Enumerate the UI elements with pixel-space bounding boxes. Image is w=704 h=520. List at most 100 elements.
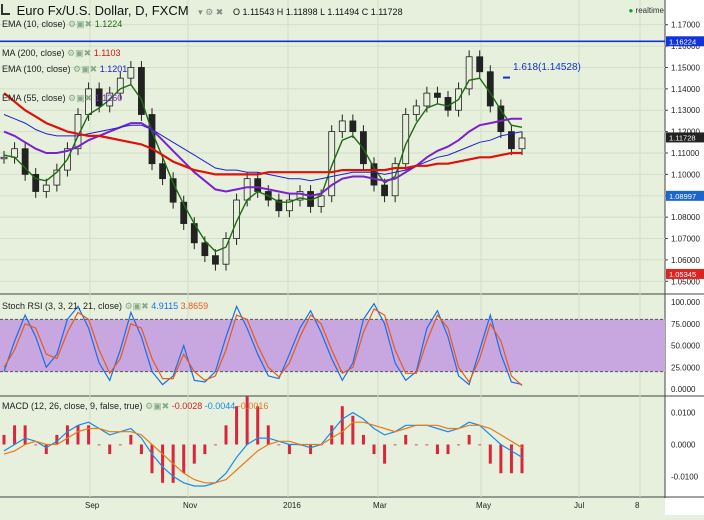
stoch-line-k	[3, 302, 523, 386]
candle-body	[212, 255, 219, 265]
candle-body	[21, 148, 29, 175]
price-tick-label: 1.11000	[671, 149, 700, 158]
candle-body	[444, 97, 452, 111]
stoch-legend[interactable]: Stoch RSI (3, 3, 21, 21, close) ⚙▣✖ 4.91…	[2, 301, 208, 312]
stoch-band	[0, 319, 665, 372]
price-tick-label: 1.07000	[671, 235, 700, 244]
macd-histogram-bar	[192, 444, 196, 464]
macd-line-value: -0.0044	[204, 401, 236, 411]
legend-icons[interactable]: ⚙▣✖	[68, 93, 93, 103]
macd-legend[interactable]: MACD (12, 26, close, 9, false, true) ⚙▣✖…	[2, 401, 268, 412]
price-badge	[666, 268, 704, 279]
macd-histogram-bar	[108, 444, 112, 455]
ema100-legend[interactable]: EMA (100, close) ⚙▣✖ 1.1201	[2, 64, 127, 75]
stoch-tick-label: 25.0000	[671, 363, 700, 372]
macd-histogram-bar	[446, 444, 450, 455]
macd-histogram-bar	[118, 444, 122, 446]
candle-body	[275, 199, 283, 212]
stoch-tick-label: 75.0000	[671, 320, 700, 329]
candle-body	[222, 238, 230, 265]
ema55-legend[interactable]: EMA (55, close) ⚙▣✖ 1.1260	[2, 93, 122, 104]
candle-body	[465, 56, 473, 90]
macd-histogram-bar	[2, 434, 6, 445]
macd-histogram-bar	[277, 444, 281, 446]
macd-histogram-bar	[213, 444, 217, 446]
macd-histogram-bar	[509, 444, 513, 474]
stoch-d-value: 3.8659	[180, 301, 209, 311]
price-badge-label: 1.08997	[669, 192, 696, 201]
candle-body	[42, 184, 50, 192]
stoch-tick-label: 0.0000	[671, 385, 696, 394]
macd-histogram-bar	[34, 444, 38, 446]
time-tick-label: Nov	[183, 501, 197, 510]
candle-body	[138, 67, 145, 115]
time-tick-label: Sep	[85, 501, 100, 510]
macd-tick-label: -0.0100	[671, 472, 699, 481]
candle-body	[497, 105, 505, 133]
price-tick-label: 1.15000	[671, 63, 700, 72]
price-tick-label: 1.05000	[671, 277, 700, 286]
candle-body	[180, 201, 188, 224]
ema10-value: 1.1224	[94, 19, 123, 29]
header-settings-icons[interactable]: ▾ ⚙ ✖	[198, 7, 224, 17]
price-tick-label: 1.13000	[671, 106, 700, 115]
candle-body	[508, 131, 515, 150]
candle-body	[0, 156, 8, 160]
ema100-label: EMA (100, close)	[2, 64, 71, 74]
macd-histogram-bar	[97, 444, 101, 446]
legend-icons[interactable]: ⚙▣✖	[73, 64, 98, 74]
macd-histogram-bar	[224, 425, 228, 445]
price-tick-label: 1.16000	[671, 42, 700, 51]
price-tick-label: 1.17000	[671, 21, 700, 30]
candle-body	[518, 137, 526, 150]
legend-icons[interactable]: ⚙▣✖	[68, 19, 93, 29]
price-axis-background	[665, 0, 704, 515]
candle-body	[95, 88, 103, 107]
price-tick-label: 1.08000	[671, 213, 700, 222]
ema10-legend[interactable]: EMA (10, close) ⚙▣✖ 1.1224	[2, 19, 122, 30]
candle-body	[254, 178, 262, 192]
macd-histogram-bar	[393, 444, 397, 446]
legend-icons[interactable]: ⚙▣✖	[145, 401, 170, 411]
fib-extension-label: 1.618(1.14528)	[513, 62, 581, 73]
candle-body	[127, 67, 135, 79]
stoch-tick-label: 100.000	[671, 298, 700, 307]
price-badge	[666, 190, 704, 201]
ema55-label: EMA (55, close)	[2, 93, 66, 103]
macd-histogram-bar	[245, 396, 249, 445]
stoch-k-value: 4.9115	[151, 301, 179, 311]
macd-histogram-bar	[235, 406, 239, 445]
candle-body	[11, 148, 18, 158]
macd-histogram-bar	[203, 444, 207, 455]
ohlc-readout: O 1.11543 H 1.11898 L 1.11494 C 1.11728	[232, 7, 403, 17]
price-tick-label: 1.10000	[671, 170, 700, 179]
stoch-line-d	[3, 308, 523, 386]
macd-line-macd	[3, 411, 523, 487]
price-badge-label: 1.16224	[669, 37, 696, 46]
price-badge	[666, 132, 704, 143]
macd-line-signal	[3, 421, 523, 484]
macd-histogram-bar	[139, 444, 143, 455]
macd-histogram-bar	[150, 444, 154, 474]
macd-histogram-bar	[23, 425, 27, 445]
symbol-title[interactable]: Euro Fx/U.S. Dollar, D, FXCM	[16, 3, 189, 18]
candle-body	[349, 120, 357, 133]
candle-body	[286, 199, 293, 212]
macd-histogram-bar	[372, 444, 376, 455]
macd-histogram-bar	[467, 434, 471, 445]
candle-body	[159, 163, 166, 180]
macd-histogram-bar	[435, 444, 439, 455]
candle-body	[243, 178, 251, 201]
candle-body	[53, 169, 61, 186]
macd-histogram-bar	[499, 444, 503, 474]
macd-histogram-bar	[161, 444, 165, 483]
legend-icons[interactable]: ⚙▣✖	[67, 48, 92, 58]
macd-histogram-bar	[309, 444, 313, 455]
price-tick-label: 1.06000	[671, 256, 700, 265]
ma200-legend[interactable]: MA (200, close) ⚙▣✖ 1.1103	[2, 48, 121, 59]
price-badge	[666, 36, 704, 47]
macd-label: MACD (12, 26, close, 9, false, true)	[2, 401, 143, 411]
collapse-icon[interactable]	[1, 4, 10, 15]
legend-icons[interactable]: ⚙▣✖	[124, 301, 149, 311]
